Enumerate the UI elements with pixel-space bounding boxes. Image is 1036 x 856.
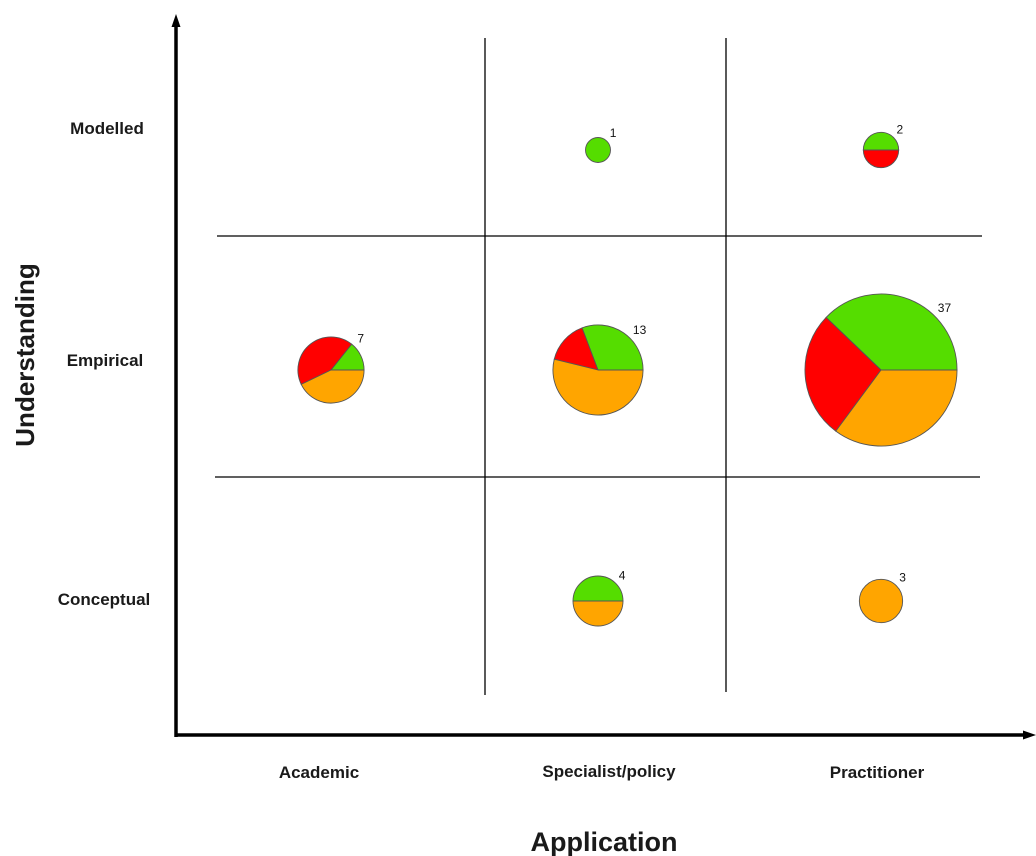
y-tick-label-empirical: Empirical	[67, 351, 144, 370]
pie-modelled-specialist-policy	[585, 137, 611, 163]
pie-slice-orange	[835, 369, 958, 447]
x-axis-title: Application	[531, 827, 678, 856]
bubble-count-label: 1	[610, 126, 617, 140]
bubble-count-label: 2	[897, 123, 904, 137]
y-tick-label-modelled: Modelled	[70, 119, 144, 138]
y-tick-label-conceptual: Conceptual	[58, 590, 151, 609]
pie-slice-orange	[300, 369, 365, 404]
pie-slice-green	[585, 137, 611, 163]
pie-slice-red	[862, 149, 900, 169]
bubbles-layer: 1 2 7 13 37 4 3	[297, 123, 958, 627]
pie-slice-green	[862, 131, 900, 151]
pie-slice-orange	[572, 600, 624, 627]
x-category-labels: Academic Specialist/policy Practitioner	[279, 762, 925, 782]
bubble-count-label: 3	[899, 571, 906, 585]
bubble-count-label: 4	[619, 568, 626, 582]
bubble-count-label: 37	[938, 301, 952, 315]
y-category-labels: Modelled Empirical Conceptual	[58, 119, 151, 609]
bubble-count-label: 13	[633, 323, 647, 337]
pie-modelled-practitioner	[862, 131, 900, 169]
x-tick-label-academic: Academic	[279, 763, 359, 782]
bubble-count-label: 7	[357, 332, 364, 346]
pie-conceptual-practitioner	[858, 578, 904, 624]
x-tick-label-specialist-policy: Specialist/policy	[542, 762, 676, 781]
pie-slice-orange	[552, 358, 644, 416]
grid-lines	[215, 38, 982, 695]
pie-empirical-practitioner	[804, 293, 958, 447]
pie-slice-red	[804, 316, 882, 432]
pie-slice-green	[572, 575, 624, 602]
pie-empirical-specialist-policy	[552, 324, 644, 416]
pie-slice-green	[825, 293, 958, 371]
pie-slice-orange	[858, 578, 904, 624]
pie-empirical-academic	[297, 336, 365, 404]
y-axis-title: Understanding	[10, 263, 40, 446]
x-tick-label-practitioner: Practitioner	[830, 763, 925, 782]
y-axis-arrowhead	[171, 14, 181, 27]
pie-slice-green	[581, 324, 644, 371]
axes	[171, 14, 1036, 740]
x-axis-arrowhead	[1023, 730, 1036, 740]
pie-slice-red	[297, 336, 353, 385]
pie-conceptual-specialist-policy	[572, 575, 624, 627]
